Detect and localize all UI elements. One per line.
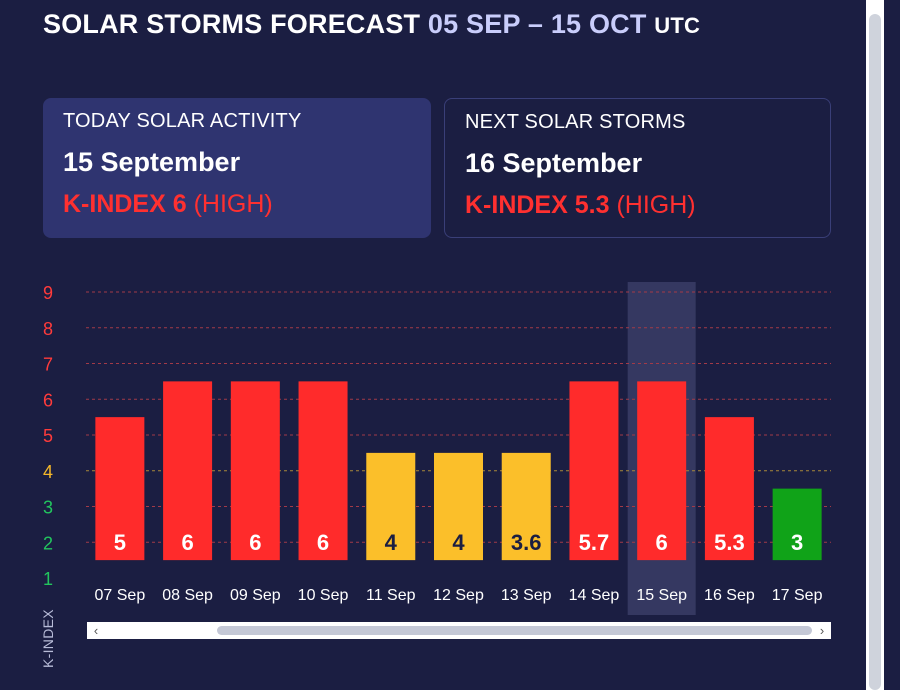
- page-vertical-scrollbar[interactable]: [866, 0, 884, 690]
- bar-15-sep: [637, 381, 687, 561]
- bar-11-sep: [366, 452, 416, 561]
- y-tick-5: 5: [43, 426, 53, 446]
- bar-17-sep: [772, 488, 822, 561]
- y-tick-3: 3: [43, 498, 53, 518]
- x-tick-label: 16 Sep: [704, 587, 755, 604]
- bar-14-sep: [569, 381, 619, 561]
- x-tick-label: 17 Sep: [772, 587, 823, 604]
- bar-value-label: 5.3: [714, 530, 745, 555]
- scroll-left-icon[interactable]: ‹: [93, 623, 99, 638]
- bar-value-label: 4: [385, 530, 398, 555]
- y-tick-4: 4: [43, 462, 53, 482]
- y-tick-1: 1: [43, 569, 53, 589]
- date-range: 05 SEP – 15 OCT: [427, 9, 647, 39]
- bar-13-sep: [501, 452, 551, 561]
- x-tick-label: 14 Sep: [569, 587, 620, 604]
- next-card-label: NEXT SOLAR STORMS: [465, 111, 686, 133]
- y-tick-9: 9: [43, 283, 53, 303]
- y-tick-2: 2: [43, 533, 53, 553]
- bar-12-sep: [434, 452, 483, 561]
- page-title: SOLAR STORMS FORECAST 05 SEP – 15 OCT UT…: [43, 9, 700, 40]
- today-kindex-level: (HIGH): [193, 190, 273, 218]
- timezone-label: UTC: [654, 13, 701, 38]
- bar-value-label: 3.6: [511, 530, 542, 555]
- scrollbar-thumb[interactable]: [217, 626, 812, 635]
- bar-09-sep: [230, 381, 280, 561]
- title-text: SOLAR STORMS FORECAST: [43, 9, 421, 39]
- bar-value-label: 6: [181, 530, 193, 555]
- next-storms-card: NEXT SOLAR STORMS 16 September K-INDEX 5…: [444, 98, 831, 238]
- bar-08-sep: [163, 381, 213, 561]
- bar-value-label: 5: [114, 530, 126, 555]
- x-tick-label: 12 Sep: [433, 587, 484, 604]
- next-card-date: 16 September: [465, 148, 643, 178]
- x-tick-label: 07 Sep: [95, 587, 146, 604]
- today-card-label: TODAY SOLAR ACTIVITY: [63, 110, 302, 132]
- bar-07-sep: [95, 417, 145, 561]
- today-kindex-value: K-INDEX 6: [63, 190, 187, 218]
- today-activity-card: TODAY SOLAR ACTIVITY 15 September K-INDE…: [43, 98, 431, 238]
- x-tick-label: 15 Sep: [636, 587, 687, 604]
- bar-value-label: 6: [249, 530, 261, 555]
- x-tick-label: 08 Sep: [162, 587, 213, 604]
- bar-value-label: 4: [452, 530, 465, 555]
- chart-horizontal-scrollbar[interactable]: ‹ ›: [87, 622, 831, 639]
- bar-value-label: 6: [656, 530, 668, 555]
- bar-value-label: 6: [317, 530, 329, 555]
- bar-value-label: 3: [791, 530, 803, 555]
- kindex-bar-chart: 1 2 3 4 5 6 7 8 9 5 07 Sep 6 08 Sep 6 09 Sep 6 10 Sep 4 11…: [43, 282, 831, 615]
- y-axis-title: K-INDEX: [40, 609, 56, 668]
- next-kindex-level: (HIGH): [616, 191, 696, 219]
- page-scrollbar-thumb[interactable]: [869, 14, 881, 690]
- y-tick-8: 8: [43, 319, 53, 339]
- bar-16-sep: [704, 417, 754, 561]
- x-tick-label: 09 Sep: [230, 587, 281, 604]
- x-tick-label: 11 Sep: [366, 587, 416, 604]
- bar-value-label: 5.7: [579, 530, 610, 555]
- x-tick-label: 13 Sep: [501, 587, 552, 604]
- x-tick-label: 10 Sep: [298, 587, 349, 604]
- today-card-date: 15 September: [63, 147, 241, 177]
- next-card-kindex: K-INDEX 5.3 (HIGH): [465, 191, 810, 220]
- scroll-right-icon[interactable]: ›: [819, 623, 825, 638]
- y-tick-6: 6: [43, 390, 53, 410]
- next-kindex-value: K-INDEX 5.3: [465, 191, 610, 219]
- bar-10-sep: [298, 381, 348, 561]
- y-tick-7: 7: [43, 355, 53, 375]
- today-card-kindex: K-INDEX 6 (HIGH): [63, 190, 411, 219]
